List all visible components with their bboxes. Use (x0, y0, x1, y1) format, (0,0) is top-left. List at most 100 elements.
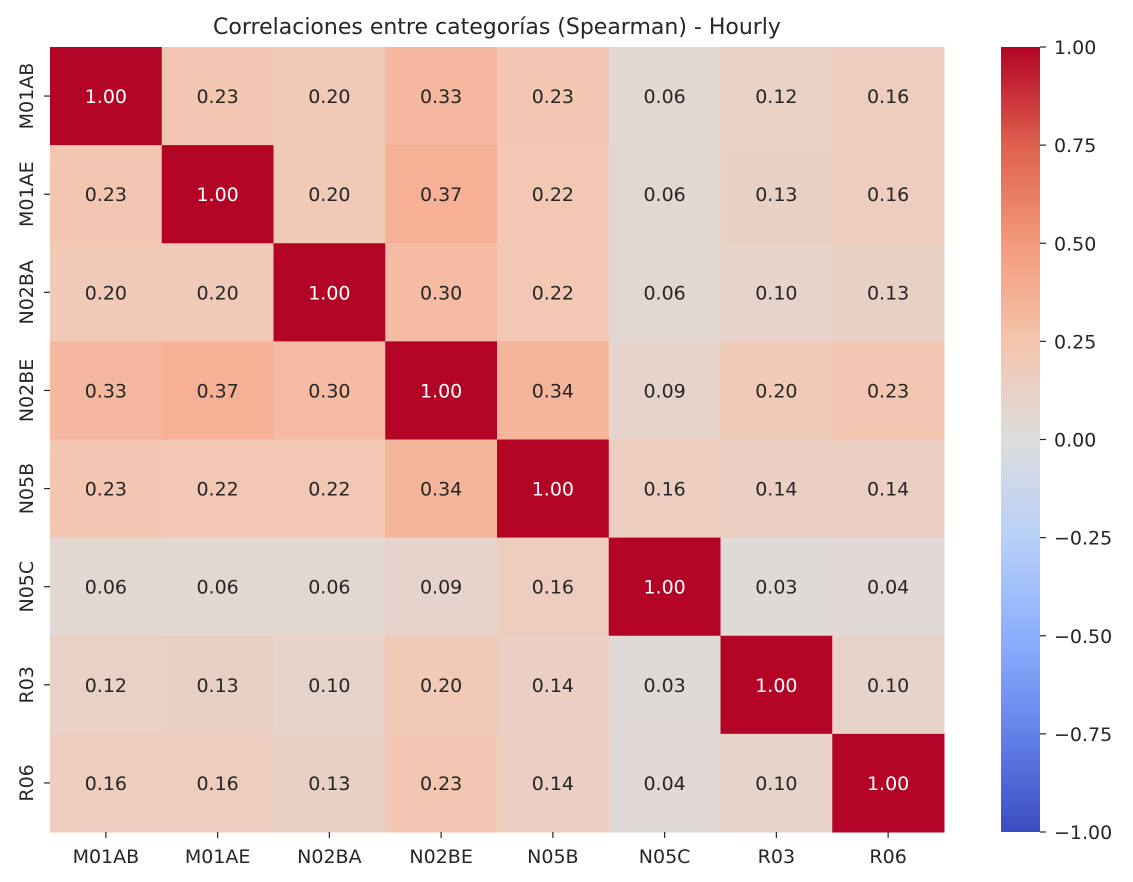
heatmap-cell (832, 145, 945, 244)
heatmap-cell (161, 145, 274, 244)
x-tick-label: N02BE (409, 846, 472, 868)
cell-value-label: 0.20 (308, 184, 350, 206)
colorbar: 1.00 0.75 0.50 0.25 0.00 −0.25 −0.50 −0.75 −1.00 (1001, 37, 1112, 844)
colorbar-tick-label: −0.25 (1054, 528, 1112, 550)
heatmap-cell (720, 341, 833, 440)
heatmap-cell (273, 439, 386, 539)
cell-value-label: 0.03 (755, 577, 797, 599)
heatmap-cell (273, 733, 386, 833)
heatmap-cell (385, 243, 498, 342)
cell-value-label: 0.33 (420, 86, 462, 108)
cell-value-label: 0.13 (755, 184, 797, 206)
heatmap-cell (385, 341, 498, 440)
cell-value-label: 0.13 (308, 773, 350, 795)
cell-value-label: 0.10 (755, 773, 797, 795)
x-tick-label: M01AE (185, 846, 251, 868)
cell-value-label: 0.03 (643, 675, 685, 697)
cell-value-label: 0.22 (196, 479, 238, 501)
heatmap-cell (608, 439, 721, 539)
colorbar-tick-label: 1.00 (1054, 37, 1096, 59)
cell-value-label: 0.12 (85, 675, 127, 697)
cell-value-label: 0.23 (85, 479, 127, 501)
cell-value-label: 0.12 (755, 86, 797, 108)
heatmap-cell (50, 341, 163, 440)
cell-value-label: 0.34 (532, 380, 574, 402)
heatmap-cell (497, 145, 610, 244)
x-tick-label: R06 (869, 846, 906, 868)
heatmap-cell (832, 47, 945, 146)
cell-value-label: 0.20 (420, 675, 462, 697)
y-axis: M01AB M01AE N02BA N02BE N05B N05C R03 R06 (16, 63, 50, 802)
cell-value-label: 0.34 (420, 479, 462, 501)
heatmap-cell (50, 243, 163, 342)
heatmap-cell (608, 635, 721, 735)
heatmap-cell (50, 47, 163, 146)
cell-value-label: 1.00 (196, 184, 238, 206)
heatmap-cell (832, 537, 945, 637)
heatmap-cell (608, 243, 721, 342)
heatmap-cell (385, 733, 498, 833)
colorbar-tick-label: 0.50 (1054, 233, 1096, 255)
heatmap-cell (50, 635, 163, 735)
heatmap-cell (720, 537, 833, 637)
cell-value-label: 1.00 (85, 86, 127, 108)
heatmap-cell (161, 537, 274, 637)
heatmap-cell (161, 341, 274, 440)
cell-value-label: 0.16 (196, 773, 238, 795)
cell-value-label: 1.00 (532, 479, 574, 501)
colorbar-tick-label: 0.25 (1054, 331, 1096, 353)
cell-value-label: 0.37 (196, 380, 238, 402)
cell-value-label: 1.00 (755, 675, 797, 697)
cell-value-label: 0.20 (755, 380, 797, 402)
heatmap-cell (832, 439, 945, 539)
cell-value-label: 0.14 (867, 479, 909, 501)
heatmap-cell (161, 733, 274, 833)
cell-value-label: 0.23 (85, 184, 127, 206)
heatmap-cell (497, 47, 610, 146)
cell-value-label: 0.22 (532, 184, 574, 206)
heatmap-cell (720, 733, 833, 833)
heatmap-cell (720, 635, 833, 735)
cell-value-label: 0.06 (308, 577, 350, 599)
heatmap-cell (497, 341, 610, 440)
cell-value-label: 0.16 (532, 577, 574, 599)
heatmap-cell (608, 47, 721, 146)
x-tick-label: N05C (639, 846, 691, 868)
cell-value-label: 0.06 (85, 577, 127, 599)
heatmap-cell (385, 47, 498, 146)
cell-value-label: 0.37 (420, 184, 462, 206)
heatmap-cell (273, 635, 386, 735)
x-tick-label: N02BA (297, 846, 361, 868)
cell-value-label: 0.04 (867, 577, 909, 599)
heatmap-cell (608, 733, 721, 833)
cell-value-label: 0.10 (867, 675, 909, 697)
x-tick-label: M01AB (73, 846, 140, 868)
cell-value-label: 0.20 (308, 86, 350, 108)
heatmap-cell (832, 341, 945, 440)
y-tick-label: N02BA (16, 260, 38, 324)
cell-value-label: 0.16 (643, 479, 685, 501)
heatmap-cell (161, 635, 274, 735)
cell-value-label: 0.23 (420, 773, 462, 795)
cell-value-label: 0.10 (755, 282, 797, 304)
y-tick-label: N05B (16, 463, 38, 514)
heatmap-cell (273, 243, 386, 342)
cell-value-label: 0.30 (308, 380, 350, 402)
y-tick-label: M01AB (16, 63, 38, 130)
heatmap-cell (50, 145, 163, 244)
heatmap-cell (50, 537, 163, 637)
heatmap-cell (497, 733, 610, 833)
heatmap-cell (720, 439, 833, 539)
heatmap-cell (832, 243, 945, 342)
cell-value-label: 0.16 (85, 773, 127, 795)
colorbar-tick-label: −0.50 (1054, 626, 1112, 648)
cell-value-label: 0.14 (532, 675, 574, 697)
heatmap-cell (720, 145, 833, 244)
cell-value-label: 0.23 (532, 86, 574, 108)
heatmap-cell (497, 635, 610, 735)
heatmap-cell (720, 47, 833, 146)
cell-value-label: 0.10 (308, 675, 350, 697)
cell-value-label: 0.09 (643, 380, 685, 402)
y-tick-label: R06 (16, 764, 38, 801)
y-tick-label: R03 (16, 666, 38, 703)
